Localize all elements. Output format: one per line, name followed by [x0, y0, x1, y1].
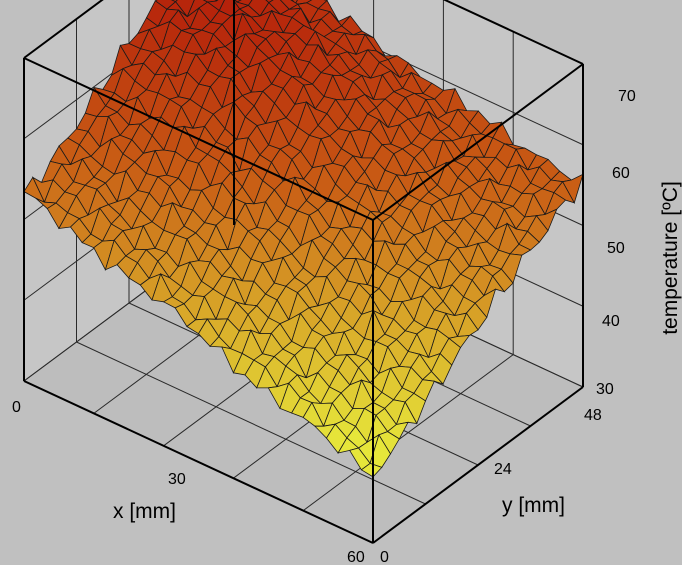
y-axis-label: y [mm] — [502, 494, 565, 517]
x-tick-label: 0 — [12, 399, 21, 416]
box-edge — [372, 63, 584, 221]
box-edge — [372, 386, 584, 544]
box-edge — [23, 57, 374, 221]
x-axis-label: x [mm] — [113, 500, 176, 523]
box-edge — [23, 0, 104, 59]
z-tick-label: 70 — [618, 88, 636, 105]
x-tick-labels: 0 30 60 — [12, 399, 365, 565]
box-edge — [442, 0, 584, 65]
box-front-edges — [23, 0, 584, 544]
z-tick-label: 50 — [607, 240, 625, 257]
y-tick-label: 48 — [584, 407, 602, 424]
x-tick-label: 60 — [347, 549, 365, 565]
y-tick-label: 0 — [380, 549, 389, 565]
z-tick-label: 60 — [612, 165, 630, 182]
surface-patch — [360, 462, 383, 478]
z-tick-label: 30 — [596, 381, 614, 398]
z-axis-label: temperature [ºC] — [659, 181, 682, 335]
y-tick-label: 24 — [494, 461, 512, 478]
floor-grid-line — [76, 341, 426, 505]
z-tick-label: 40 — [602, 313, 620, 330]
box-edge — [23, 380, 374, 544]
y-tick-labels: 0 24 48 — [380, 407, 602, 565]
z-tick-labels: 30 40 50 60 70 — [596, 88, 636, 398]
x-tick-label: 30 — [168, 471, 186, 488]
